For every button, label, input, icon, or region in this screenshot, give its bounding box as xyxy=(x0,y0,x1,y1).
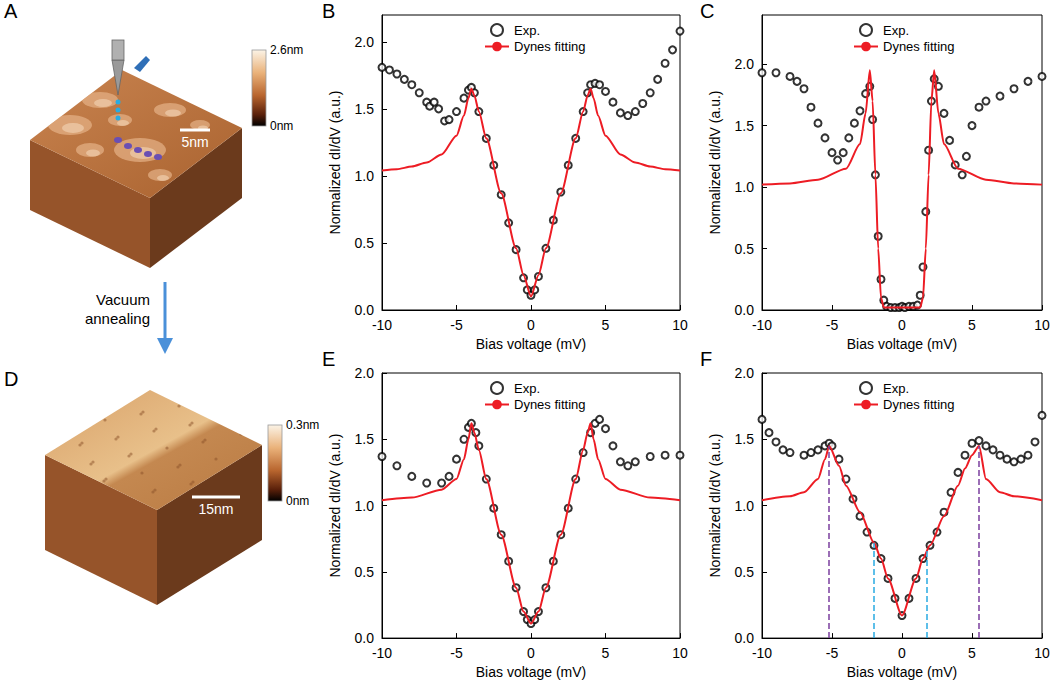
svg-text:5: 5 xyxy=(968,317,976,333)
svg-text:2.0: 2.0 xyxy=(355,365,375,381)
svg-text:0.3nm: 0.3nm xyxy=(286,418,319,432)
svg-text:Exp.: Exp. xyxy=(514,381,540,396)
svg-text:1.0: 1.0 xyxy=(735,498,755,514)
svg-text:5: 5 xyxy=(602,317,610,333)
svg-text:Vacuum: Vacuum xyxy=(96,291,150,308)
svg-text:10: 10 xyxy=(672,645,688,661)
svg-text:10: 10 xyxy=(1034,317,1050,333)
svg-text:-10: -10 xyxy=(372,645,392,661)
svg-text:Normalized dI/dV (a.u.): Normalized dI/dV (a.u.) xyxy=(327,434,343,578)
svg-text:Dynes fitting: Dynes fitting xyxy=(514,397,586,412)
svg-text:Exp.: Exp. xyxy=(883,23,909,38)
svg-text:0.0: 0.0 xyxy=(735,302,755,318)
svg-text:-10: -10 xyxy=(752,645,772,661)
svg-text:0.0: 0.0 xyxy=(355,630,375,646)
svg-text:1.5: 1.5 xyxy=(735,431,755,447)
svg-text:Bias voltage (mV): Bias voltage (mV) xyxy=(476,336,586,352)
svg-text:1.0: 1.0 xyxy=(355,168,375,184)
svg-text:2.0: 2.0 xyxy=(735,56,755,72)
svg-text:-5: -5 xyxy=(826,317,839,333)
svg-text:0.0: 0.0 xyxy=(735,630,755,646)
svg-text:-10: -10 xyxy=(372,317,392,333)
svg-text:2.0: 2.0 xyxy=(355,34,375,50)
svg-text:Dynes fitting: Dynes fitting xyxy=(883,39,955,54)
svg-text:1.5: 1.5 xyxy=(355,431,375,447)
svg-text:0.5: 0.5 xyxy=(355,564,375,580)
svg-text:5nm: 5nm xyxy=(181,134,208,150)
html-text:B: B xyxy=(322,0,336,22)
svg-text:0.5: 0.5 xyxy=(735,241,755,257)
svg-text:Bias voltage (mV): Bias voltage (mV) xyxy=(847,336,957,352)
svg-text:Dynes fitting: Dynes fitting xyxy=(883,397,955,412)
svg-text:Bias voltage (mV): Bias voltage (mV) xyxy=(847,664,957,680)
svg-text:5: 5 xyxy=(968,645,976,661)
svg-text:Bias voltage (mV): Bias voltage (mV) xyxy=(476,664,586,680)
svg-text:-10: -10 xyxy=(752,317,772,333)
svg-text:Normalized dI/dV (a.u.): Normalized dI/dV (a.u.) xyxy=(707,434,723,578)
html-text:A: A xyxy=(4,0,18,22)
svg-text:10: 10 xyxy=(672,317,688,333)
html-text:C: C xyxy=(700,0,715,22)
svg-text:0: 0 xyxy=(527,645,535,661)
svg-text:0.0: 0.0 xyxy=(355,302,375,318)
svg-text:0nm: 0nm xyxy=(286,494,309,508)
svg-text:1.0: 1.0 xyxy=(355,498,375,514)
svg-text:15nm: 15nm xyxy=(198,501,233,517)
svg-text:Exp.: Exp. xyxy=(514,23,540,38)
svg-text:2.6nm: 2.6nm xyxy=(270,43,303,57)
svg-text:0nm: 0nm xyxy=(270,119,293,133)
svg-text:Normalized dI/dV (a.u.): Normalized dI/dV (a.u.) xyxy=(707,91,723,235)
svg-text:1.5: 1.5 xyxy=(355,101,375,117)
svg-text:0: 0 xyxy=(898,317,906,333)
html-text:E: E xyxy=(322,348,336,370)
svg-text:0: 0 xyxy=(527,317,535,333)
svg-text:1.5: 1.5 xyxy=(735,118,755,134)
svg-text:0.5: 0.5 xyxy=(355,235,375,251)
svg-text:1.0: 1.0 xyxy=(735,179,755,195)
svg-text:0: 0 xyxy=(898,645,906,661)
svg-text:2.0: 2.0 xyxy=(735,365,755,381)
svg-text:-5: -5 xyxy=(450,645,463,661)
svg-text:-5: -5 xyxy=(826,645,839,661)
svg-text:5: 5 xyxy=(602,645,610,661)
svg-text:-5: -5 xyxy=(450,317,463,333)
svg-text:0.5: 0.5 xyxy=(735,564,755,580)
html-text:F: F xyxy=(700,348,713,370)
svg-text:annealing: annealing xyxy=(85,310,150,327)
svg-text:Exp.: Exp. xyxy=(883,381,909,396)
html-text:D: D xyxy=(4,368,19,390)
svg-text:Dynes fitting: Dynes fitting xyxy=(514,39,586,54)
svg-text:10: 10 xyxy=(1034,645,1050,661)
svg-text:Normalized dI/dV (a.u.): Normalized dI/dV (a.u.) xyxy=(327,91,343,235)
